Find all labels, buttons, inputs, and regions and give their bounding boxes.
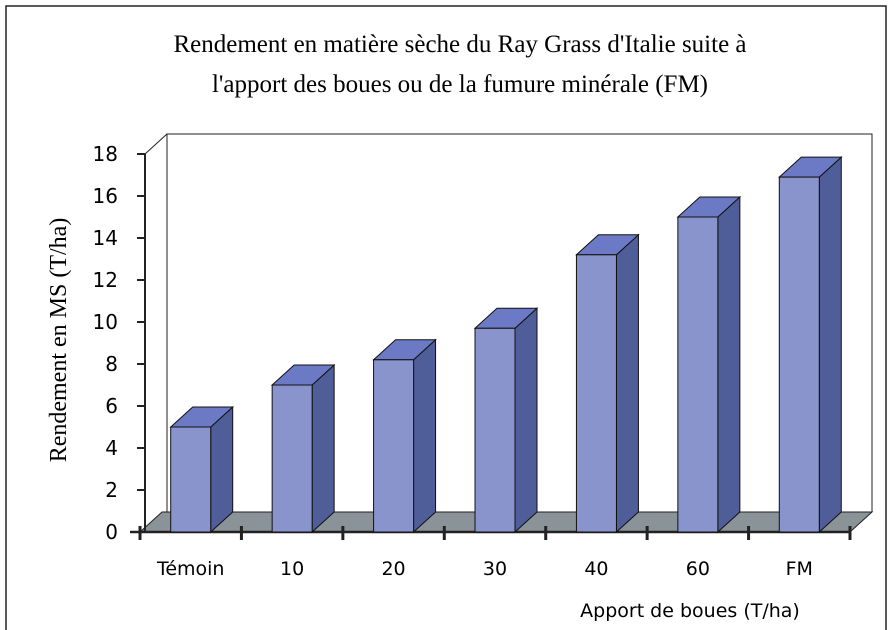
y-tick-label: 6 <box>105 394 118 418</box>
bar-side <box>413 338 437 534</box>
y-tick-label: 4 <box>105 436 118 460</box>
y-tick-label: 14 <box>93 226 118 250</box>
bar-front <box>677 216 719 533</box>
bar <box>270 363 336 534</box>
x-tick-label: FM <box>786 558 813 580</box>
bar <box>473 307 539 534</box>
bar-side <box>818 155 842 534</box>
y-tick-label: 0 <box>105 520 118 544</box>
y-tick-label: 12 <box>93 268 118 292</box>
bar-side <box>210 405 234 534</box>
x-tick-label: Témoin <box>156 558 225 580</box>
x-tick-label: 60 <box>686 558 710 580</box>
bar-front <box>170 426 212 533</box>
bar-front <box>373 359 415 533</box>
y-axis-label: Rendement en MS (T/ha) <box>46 218 72 463</box>
bar <box>676 195 742 534</box>
bar-side <box>311 363 335 534</box>
bar <box>575 233 640 534</box>
y-tick-label: 2 <box>105 478 118 502</box>
bar-side <box>717 195 741 534</box>
bar-side <box>615 233 639 534</box>
bar <box>372 338 437 534</box>
back-wall <box>166 133 873 512</box>
y-tick-label: 10 <box>93 310 118 334</box>
bar <box>777 155 843 534</box>
bar-front <box>271 384 313 533</box>
x-tick-label: 20 <box>381 558 405 580</box>
y-tick-label: 16 <box>93 184 118 208</box>
bar-front <box>575 254 617 533</box>
x-tick-label: 40 <box>584 558 608 580</box>
x-axis-label: Apport de boues (T/ha) <box>580 600 800 622</box>
bar-front <box>778 176 820 533</box>
bar <box>169 405 235 534</box>
y-axis-top <box>144 133 168 155</box>
y-tick-label: 8 <box>105 352 118 376</box>
y-tick-label: 18 <box>93 142 118 166</box>
bar-front <box>474 327 516 533</box>
chart-title: Rendement en matière sèche du Ray Grass … <box>173 31 746 58</box>
chart-title: l'apport des boues ou de la fumure minér… <box>212 71 708 98</box>
x-tick-label: 30 <box>483 558 507 580</box>
frame <box>5 5 887 630</box>
x-tick-label: 10 <box>280 558 304 580</box>
bar-side <box>514 307 538 534</box>
